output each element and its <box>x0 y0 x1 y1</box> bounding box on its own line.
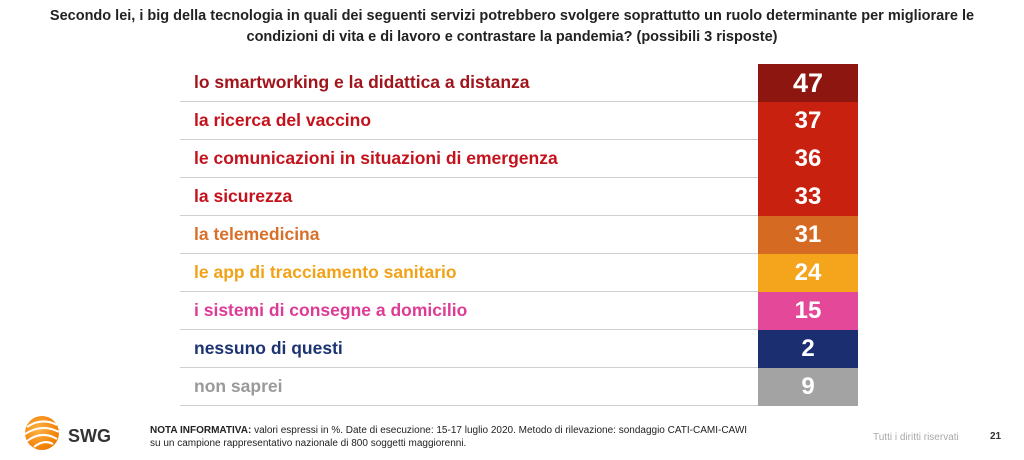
row-label: non saprei <box>194 376 283 396</box>
row-label: la ricerca del vaccino <box>194 110 372 130</box>
rights-reserved: Tutti i diritti riservati <box>873 432 959 443</box>
row-label: i sistemi di consegne a domicilio <box>194 300 468 320</box>
row-label: le comunicazioni in situazioni di emerge… <box>194 148 558 168</box>
chart-row: la sicurezza 33 <box>180 178 858 216</box>
page-number: 21 <box>990 431 1002 442</box>
swg-globe-logo-icon <box>24 416 60 450</box>
footnote-line-2: su un campione rappresentativo nazionale… <box>150 438 467 449</box>
chart-row: i sistemi di consegne a domicilio 15 <box>180 292 858 330</box>
question-line-1: Secondo lei, i big della tecnologia in q… <box>49 8 975 24</box>
question-title: Secondo lei, i big della tecnologia in q… <box>0 6 1024 48</box>
chart-row: la ricerca del vaccino 37 <box>180 102 858 140</box>
row-label: nessuno di questi <box>194 338 343 358</box>
answer-table: lo smartworking e la didattica a distanz… <box>180 64 858 406</box>
footnote-line-1: NOTA INFORMATIVA: valori espressi in %. … <box>150 424 850 437</box>
chart-row: nessuno di questi 2 <box>180 330 858 368</box>
row-value: 31 <box>758 216 858 254</box>
row-value: 24 <box>758 254 858 292</box>
row-value: 37 <box>758 102 858 140</box>
footnote-text-1: valori espressi in %. Date di esecuzione… <box>254 425 748 436</box>
question-line-2: condizioni di vita e di lavoro e contras… <box>246 29 778 45</box>
row-label: lo smartworking e la didattica a distanz… <box>194 72 530 92</box>
footnote-label: NOTA INFORMATIVA: <box>150 425 252 436</box>
row-value: 9 <box>758 368 858 406</box>
chart-row: la telemedicina 31 <box>180 216 858 254</box>
row-value: 36 <box>758 140 858 178</box>
chart-row: non saprei 9 <box>180 368 858 406</box>
chart-row: le comunicazioni in situazioni di emerge… <box>180 140 858 178</box>
row-label: la sicurezza <box>194 186 293 206</box>
row-value: 33 <box>758 178 858 216</box>
row-value: 47 <box>758 64 858 102</box>
chart-row: le app di tracciamento sanitario 24 <box>180 254 858 292</box>
row-value: 2 <box>758 330 858 368</box>
row-label: le app di tracciamento sanitario <box>194 262 457 282</box>
footnote: NOTA INFORMATIVA: valori espressi in %. … <box>150 424 850 450</box>
chart-row: lo smartworking e la didattica a distanz… <box>180 64 858 102</box>
row-label: la telemedicina <box>194 224 320 244</box>
logo-text: SWG <box>68 426 111 446</box>
row-value: 15 <box>758 292 858 330</box>
